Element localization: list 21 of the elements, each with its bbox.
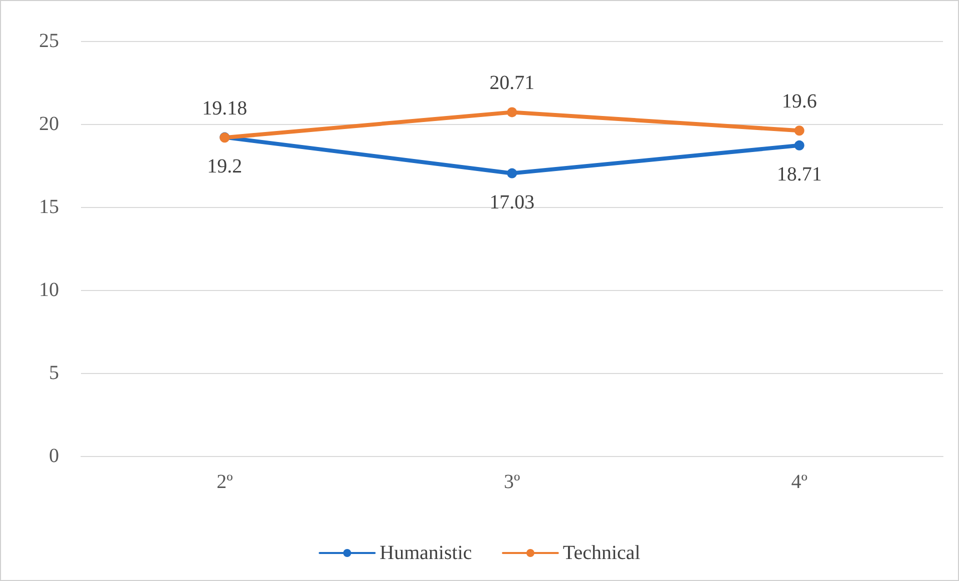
data-label: 20.71 [490, 72, 534, 94]
data-label: 19.2 [207, 155, 242, 178]
x-tick-label: 4º [791, 471, 808, 493]
point [794, 140, 804, 150]
data-label: 18.71 [776, 163, 822, 186]
point [794, 126, 804, 136]
y-tick-label: 10 [39, 279, 59, 301]
y-tick-label: 15 [39, 196, 59, 218]
point [507, 107, 517, 118]
data-label: 19.18 [202, 98, 248, 120]
data-label: 17.03 [490, 191, 534, 214]
x-tick-label: 2º [216, 471, 233, 493]
legend-label: Technical [562, 542, 641, 564]
x-tick-label: 3º [504, 471, 520, 493]
data-label: 19.6 [782, 90, 817, 113]
y-tick-label: 0 [49, 445, 59, 467]
y-tick-label: 20 [39, 113, 59, 135]
legend-label: Humanistic [380, 542, 472, 564]
point [507, 168, 517, 178]
y-tick-label: 25 [39, 30, 59, 52]
y-tick-label: 5 [49, 362, 59, 384]
